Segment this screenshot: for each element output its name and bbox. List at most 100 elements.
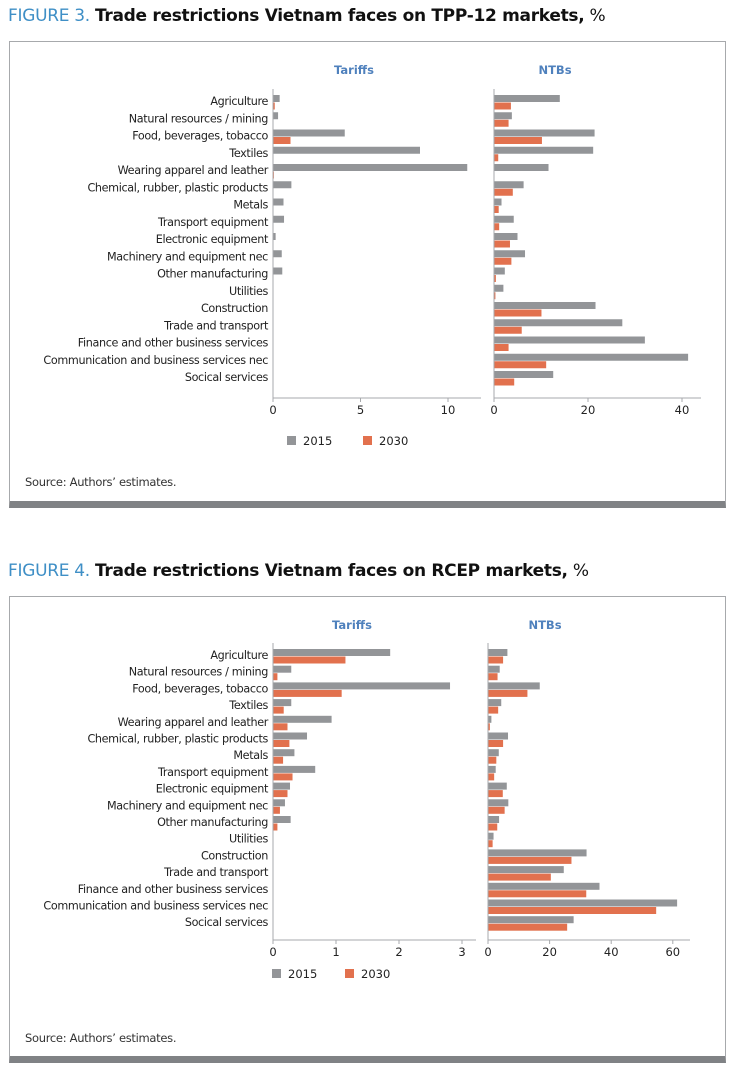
figure-3-ntbs-bar-2015 bbox=[494, 112, 512, 120]
figure-3-ntbs-panel-title: NTBs bbox=[538, 63, 571, 77]
figure-3-category-label: Wearing apparel and leather bbox=[118, 164, 269, 177]
figure-4-legend-label-2015: 2015 bbox=[288, 967, 317, 981]
figure-3-category-label: Food, beverages, tobacco bbox=[132, 130, 268, 143]
figure-3-tariffs-bar-2030 bbox=[273, 102, 275, 110]
figure-4-tariffs-tick-label: 3 bbox=[458, 945, 465, 959]
figure-4-ntbs-bar-2015 bbox=[488, 866, 564, 874]
figure-4-ntbs-bar-2015 bbox=[488, 782, 507, 790]
figure-4-category-label: Utilities bbox=[229, 833, 268, 846]
figure-4-ntbs-bar-2015 bbox=[488, 699, 502, 707]
figure-4-ntbs-bar-2015 bbox=[488, 816, 500, 823]
figure-4-category-label: Finance and other business services bbox=[78, 883, 269, 896]
figure-4-ntbs-bar-2015 bbox=[488, 849, 587, 857]
figure-4-tariffs-tick-label: 0 bbox=[269, 945, 276, 959]
figure-4-ntbs-panel-title: NTBs bbox=[528, 618, 561, 632]
figure-4-ntbs-tick-label: 40 bbox=[604, 945, 619, 959]
figure-3-legend-label-2030: 2030 bbox=[379, 434, 408, 448]
figure-4-legend-swatch-2015 bbox=[272, 969, 281, 978]
figure-3-category-label: Natural resources / mining bbox=[129, 112, 268, 125]
figure-3-category-label: Metals bbox=[233, 199, 268, 212]
figure-4-tariffs-bar-2030 bbox=[273, 806, 280, 814]
figure-4-ntbs-bar-2015 bbox=[488, 765, 496, 773]
figure-3-tariffs-panel-title: Tariffs bbox=[334, 63, 374, 77]
figure-3-legend-swatch-2015 bbox=[287, 436, 296, 445]
figure-4-ntbs-bar-2030 bbox=[488, 673, 498, 681]
figure-3-tariffs-bar-2015 bbox=[273, 112, 279, 120]
figure-4-tariffs-bar-2015 bbox=[273, 749, 295, 757]
figure-3-category-label: Chemical, rubber, plastic products bbox=[87, 181, 268, 194]
figure-3-tariffs-bar-2015 bbox=[273, 95, 280, 102]
figure-3-category-label: Agriculture bbox=[210, 95, 268, 108]
figure-4-ntbs-tick-label: 60 bbox=[665, 945, 680, 959]
figure-4-ntbs-bar-2030 bbox=[488, 856, 572, 864]
figure-4-source: Source: Authors’ estimates. bbox=[25, 1031, 177, 1045]
figure-4-tariffs-bar-2030 bbox=[273, 790, 288, 798]
figure-3-ntbs-bar-2030 bbox=[494, 378, 515, 386]
figure-3-tariffs-tick-label: 10 bbox=[441, 403, 456, 417]
figure-3-unit: % bbox=[589, 6, 606, 26]
figure-4-ntbs-bar-2015 bbox=[488, 749, 499, 757]
figure-4-ntbs-bar-2030 bbox=[488, 907, 657, 914]
figure-4-ntbs-bar-2015 bbox=[488, 832, 494, 840]
figure-4-ntbs-bar-2030 bbox=[488, 773, 495, 781]
figure-3-category-label: Communication and business services nec bbox=[43, 354, 268, 367]
figure-3-tariffs-bar-2015 bbox=[273, 198, 284, 206]
figure-4-tariffs-bar-2030 bbox=[273, 823, 278, 831]
figure-3-ntbs-tick-label: 20 bbox=[581, 403, 596, 417]
figure-3-ntbs-bar-2030 bbox=[494, 206, 499, 213]
figure-4-tariffs-bar-2015 bbox=[273, 665, 292, 673]
figure-3-category-label: Other manufacturing bbox=[157, 268, 268, 281]
figure-4-category-label: Transport equipment bbox=[157, 766, 269, 779]
figure-3-tariffs-bar-2015 bbox=[273, 233, 276, 240]
figure-4-ntbs-bar-2030 bbox=[488, 656, 504, 664]
figure-3-ntbs-bar-2030 bbox=[494, 154, 499, 162]
figure-4-ntbs-bar-2030 bbox=[488, 823, 498, 831]
figure-4-ntbs-tick-label: 20 bbox=[542, 945, 557, 959]
figure-4-label: FIGURE 4. bbox=[8, 561, 90, 581]
figure-4-tariffs-bar-2030 bbox=[273, 656, 346, 664]
figure-4-tariffs-bar-2030 bbox=[273, 723, 288, 731]
figure-4-ntbs-bar-2030 bbox=[488, 740, 504, 747]
figure-3-tariffs-tick-label: 5 bbox=[357, 403, 364, 417]
figure-3-ntbs-bar-2015 bbox=[494, 371, 554, 378]
figure-4-title-text: Trade restrictions Vietnam faces on RCEP… bbox=[95, 561, 568, 581]
figure-3-ntbs-bar-2015 bbox=[494, 302, 596, 309]
figure-4-ntbs-bar-2030 bbox=[488, 790, 503, 798]
figure-3-ntbs-bar-2015 bbox=[494, 95, 560, 102]
figure-3-label: FIGURE 3. bbox=[8, 6, 90, 26]
figure-3-ntbs-tick-label: 0 bbox=[490, 403, 497, 417]
figure-4-tariffs-bar-2030 bbox=[273, 689, 342, 697]
figure-4-ntbs-bar-2015 bbox=[488, 799, 509, 807]
figure-4-category-label: Communication and business services nec bbox=[43, 900, 268, 913]
figure-3-ntbs-bar-2015 bbox=[494, 250, 526, 258]
figure-4-category-label: Agriculture bbox=[210, 649, 268, 662]
figure-3-ntbs-bar-2030 bbox=[494, 257, 512, 265]
figure-3-tariffs-bar-2015 bbox=[273, 267, 283, 275]
figure-3-tariffs-bar-2015 bbox=[273, 215, 285, 223]
figure-3-ntbs-bar-2030 bbox=[494, 102, 511, 110]
figure-3-frame bbox=[9, 41, 726, 508]
figure-4-category-label: Natural resources / mining bbox=[129, 666, 268, 679]
figure-3-category-label: Transport equipment bbox=[157, 216, 269, 229]
figure-4-tariffs-bar-2015 bbox=[273, 816, 291, 823]
figure-4-ntbs-bar-2030 bbox=[488, 923, 568, 931]
figure-4-category-label: Wearing apparel and leather bbox=[118, 716, 269, 729]
figure-3-ntbs-bar-2015 bbox=[494, 267, 505, 275]
figure-3-tariffs-bar-2015 bbox=[273, 146, 420, 154]
figure-3-ntbs-bar-2015 bbox=[494, 146, 594, 154]
figure-4-tariffs-bar-2030 bbox=[273, 673, 278, 681]
figure-4-tariffs-bar-2030 bbox=[273, 756, 284, 764]
figure-3-ntbs-bar-2015 bbox=[494, 353, 689, 361]
figure-3-ntbs-bar-2030 bbox=[494, 275, 496, 282]
figure-4-category-label: Textiles bbox=[228, 699, 268, 712]
figure-3-title-text: Trade restrictions Vietnam faces on TPP-… bbox=[95, 6, 585, 26]
figure-3-category-label: Electronic equipment bbox=[156, 233, 269, 246]
figure-4-tariffs-bar-2030 bbox=[273, 773, 293, 781]
figure-3-ntbs-bar-2030 bbox=[494, 188, 513, 196]
figure-3-ntbs-bar-2030 bbox=[494, 309, 542, 317]
figure-3-ntbs-bar-2030 bbox=[494, 344, 509, 351]
figure-3-ntbs-bar-2015 bbox=[494, 129, 595, 137]
figure-4-ntbs-bar-2015 bbox=[488, 715, 492, 723]
figure-3-tariffs-bar-2030 bbox=[273, 137, 291, 144]
